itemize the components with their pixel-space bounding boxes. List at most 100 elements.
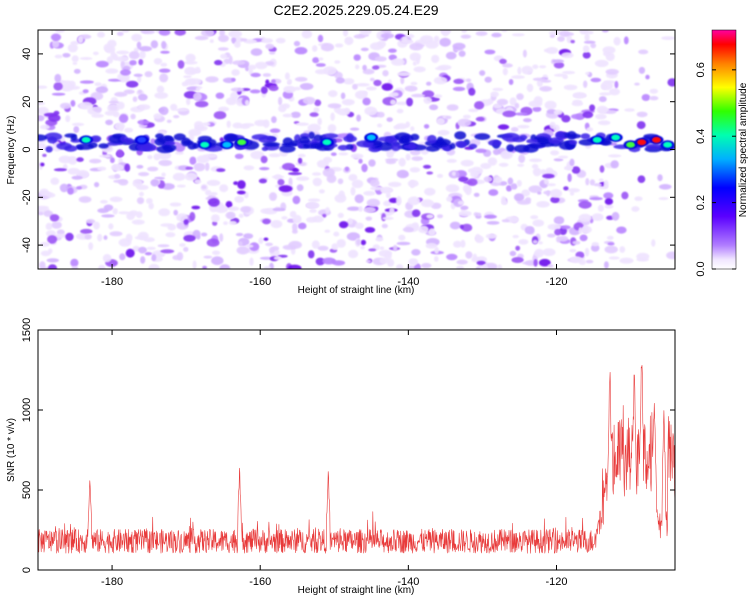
heatmap-cell — [616, 226, 627, 234]
heatmap-cell — [142, 30, 155, 35]
heatmap-cell — [165, 232, 176, 238]
heatmap-cell — [192, 229, 201, 239]
heatmap-cell — [474, 101, 485, 110]
heatmap-cell — [262, 73, 272, 77]
heatmap-cell — [480, 162, 492, 170]
heatmap-cell — [216, 168, 226, 173]
heatmap-cell — [366, 198, 381, 207]
heatmap-cell — [39, 241, 50, 247]
heatmap-cell — [549, 121, 556, 130]
heatmap-cell — [271, 175, 285, 179]
heatmap-cell — [54, 73, 62, 83]
heatmap-hotspot — [137, 136, 147, 143]
heatmap-cell — [475, 116, 485, 122]
heatmap-cell — [649, 88, 658, 94]
heatmap-cell — [129, 60, 137, 66]
heatmap-cell — [619, 246, 626, 253]
heatmap-cell — [260, 256, 273, 260]
heatmap-cell — [585, 178, 590, 186]
heatmap-band-cell — [88, 142, 98, 149]
heatmap-band-cell — [527, 143, 545, 148]
heatmap-cell — [518, 239, 529, 245]
heatmap-cell — [54, 54, 63, 59]
heatmap-hotspot — [237, 139, 247, 146]
heatmap-cell — [397, 71, 411, 77]
heatmap-cell — [410, 126, 415, 132]
heatmap-cell — [118, 114, 129, 123]
heatmap-cell — [429, 104, 439, 111]
heatmap-cell — [263, 237, 269, 241]
heatmap-cell — [433, 35, 440, 43]
heatmap-cell — [43, 210, 54, 217]
heatmap-cell — [359, 30, 372, 36]
heatmap-cell — [226, 120, 231, 128]
heatmap-cell — [136, 197, 145, 205]
heatmap-cell — [460, 205, 469, 210]
heatmap-cell — [409, 42, 424, 51]
heatmap-cell — [475, 266, 481, 269]
heatmap-cell — [67, 167, 80, 175]
heatmap-cell — [638, 49, 649, 55]
heatmap-cell — [434, 246, 439, 254]
heatmap-cell — [328, 90, 338, 98]
heatmap-cell — [349, 127, 360, 131]
heatmap-cell — [508, 79, 514, 85]
heatmap-cell — [47, 264, 58, 269]
heatmap-cell — [137, 89, 143, 94]
heatmap-cell — [302, 96, 316, 105]
heatmap-cell — [296, 122, 309, 126]
heatmap-cell — [38, 101, 46, 106]
heatmap-cell — [428, 228, 436, 236]
heatmap-cell — [506, 185, 512, 192]
heatmap-cell — [593, 183, 602, 187]
heatmap-hotspot — [652, 136, 661, 143]
heatmap-band-cell — [555, 131, 565, 141]
heatmap-cell — [524, 226, 535, 235]
heatmap-cell — [323, 66, 337, 76]
heatmap-cell — [139, 191, 144, 197]
heatmap-cell — [208, 198, 220, 207]
heatmap-cell — [265, 79, 270, 85]
heatmap-cell — [423, 96, 433, 104]
heatmap-cell — [76, 157, 84, 162]
heatmap-band-cell — [403, 137, 410, 145]
heatmap-cell — [38, 114, 45, 122]
y-tick-label: 0 — [21, 146, 33, 152]
heatmap-cell — [79, 80, 94, 84]
heatmap-cell — [213, 111, 227, 120]
heatmap-cell — [312, 57, 320, 64]
heatmap-cell — [348, 249, 359, 259]
heatmap-cell — [318, 189, 325, 194]
heatmap-cell — [254, 119, 268, 127]
heatmap-cell — [156, 85, 165, 94]
heatmap-cell — [158, 30, 171, 36]
heatmap-cell — [445, 115, 452, 120]
heatmap-cell — [339, 221, 349, 229]
heatmap-cell — [59, 183, 69, 193]
heatmap-cell — [424, 187, 436, 196]
heatmap-cell — [248, 64, 257, 70]
snr-panel: -180 -160 -140 -120 0 500 1000 1500 Height of … — [6, 318, 676, 596]
heatmap-cell — [597, 204, 605, 212]
heatmap-cell — [211, 214, 220, 223]
heatmap-cell — [183, 246, 189, 252]
heatmap-cell — [582, 45, 590, 53]
snr-y-ticks: 0 500 1000 1500 — [21, 318, 675, 573]
heatmap-hotspot — [222, 141, 232, 148]
heatmap-cell — [290, 111, 301, 119]
heatmap-cell — [243, 233, 254, 240]
heatmap-cell — [567, 173, 572, 182]
heatmap-cell — [474, 235, 484, 244]
heatmap-cell — [160, 223, 173, 227]
heatmap-cell — [287, 78, 292, 85]
heatmap-cell — [373, 79, 382, 87]
heatmap-cell — [521, 65, 534, 75]
heatmap-cell — [54, 233, 68, 238]
heatmap-cell — [116, 149, 124, 158]
heatmap-cell — [457, 118, 472, 127]
heatmap-cell — [120, 69, 131, 76]
heatmap-cell — [118, 211, 130, 215]
heatmap-cell — [322, 168, 335, 178]
heatmap-cell — [160, 50, 170, 54]
heatmap-cell — [133, 73, 143, 78]
